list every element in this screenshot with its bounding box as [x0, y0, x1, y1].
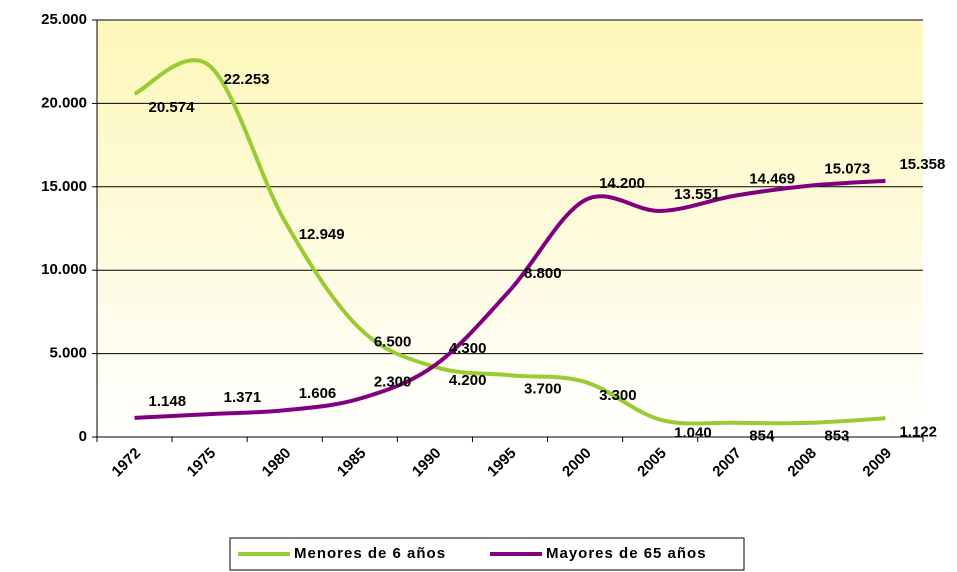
- y-tick-label: 15.000: [41, 178, 87, 195]
- data-label: 12.949: [299, 226, 345, 243]
- x-tick-label: 2009: [859, 445, 895, 481]
- x-tick-label: 1985: [334, 445, 370, 481]
- legend: [229, 537, 745, 571]
- x-tick-label: 1975: [184, 445, 220, 481]
- y-tick-label: 10.000: [41, 261, 87, 278]
- legend-label: Mayores de 65 años: [546, 545, 707, 562]
- data-label: 1.148: [149, 393, 187, 410]
- data-label: 22.253: [224, 71, 270, 88]
- data-label: 1.122: [899, 423, 937, 440]
- data-label: 854: [749, 428, 775, 445]
- plot-area: [97, 20, 923, 437]
- data-label: 20.574: [149, 99, 196, 116]
- data-label: 15.073: [824, 161, 870, 178]
- legend-label: Menores de 6 años: [294, 545, 446, 562]
- data-label: 14.469: [749, 171, 795, 188]
- data-label: 4.300: [449, 340, 487, 357]
- x-tick-label: 2008: [784, 445, 820, 481]
- data-label: 3.700: [524, 380, 562, 397]
- x-tick-label: 2007: [709, 445, 745, 481]
- data-label: 15.358: [899, 156, 945, 173]
- data-label: 1.040: [674, 425, 712, 442]
- data-label: 14.200: [599, 175, 645, 192]
- data-label: 2.300: [374, 374, 412, 391]
- data-label: 853: [824, 428, 849, 445]
- x-tick-label: 1980: [259, 445, 295, 481]
- y-tick-label: 0: [79, 428, 87, 445]
- data-label: 8.800: [524, 265, 562, 282]
- x-tick-label: 2000: [559, 445, 595, 481]
- data-label: 4.200: [449, 372, 487, 389]
- line-series: [133, 58, 886, 426]
- data-label: 13.551: [674, 186, 720, 203]
- data-label: 3.300: [599, 387, 637, 404]
- x-tick-label: 1972: [109, 445, 145, 481]
- line-series: [134, 178, 886, 420]
- y-tick-label: 5.000: [49, 345, 87, 362]
- x-tick-label: 2005: [634, 445, 670, 481]
- x-tick-label: 1995: [484, 445, 520, 481]
- x-tick-label: 1990: [409, 445, 445, 481]
- y-tick-label: 25.000: [41, 11, 87, 28]
- y-tick-label: 20.000: [41, 94, 87, 111]
- data-label: 6.500: [374, 334, 412, 351]
- data-label: 1.606: [299, 385, 337, 402]
- data-label: 1.371: [224, 389, 262, 406]
